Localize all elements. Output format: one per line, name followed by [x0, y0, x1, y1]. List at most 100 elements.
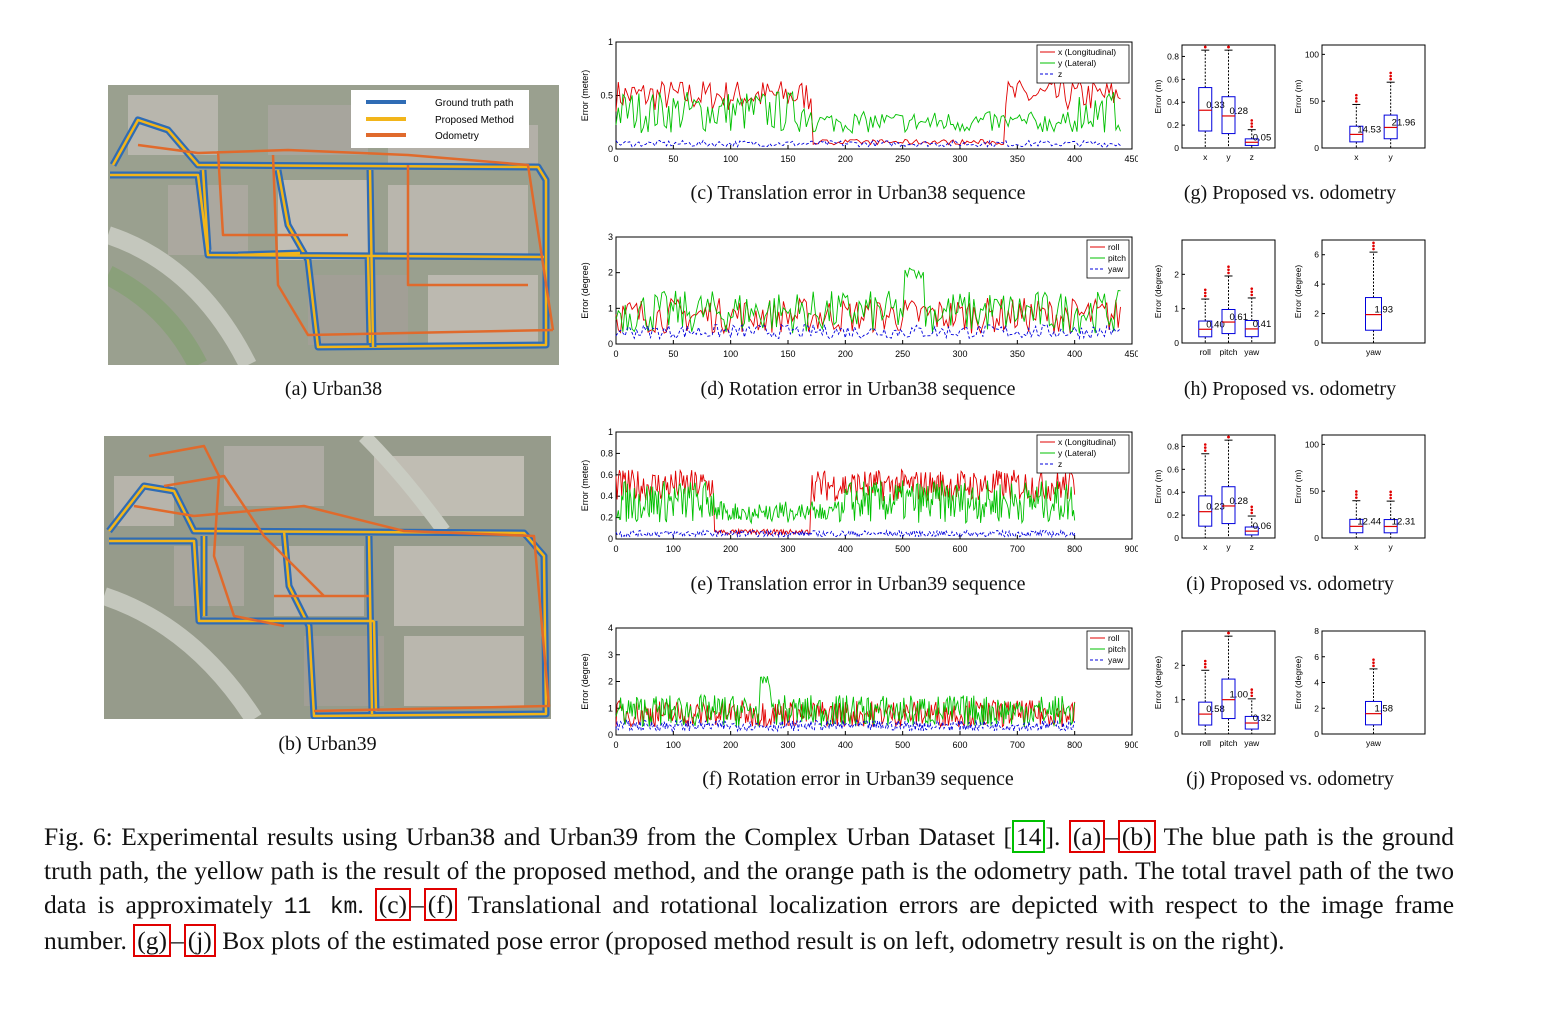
x-tick-label: pitch	[1220, 347, 1238, 357]
legend-label: pitch	[1108, 253, 1126, 263]
citation-link[interactable]: 14	[1011, 820, 1046, 853]
outlier	[1203, 294, 1207, 298]
y-tick-label: 0	[608, 730, 613, 740]
median-label: 1.58	[1375, 704, 1394, 715]
box-pitch	[1221, 678, 1236, 720]
ref-a[interactable]: (a)	[1068, 820, 1106, 853]
median-label: 1.00	[1230, 690, 1249, 701]
legend-label: yaw	[1108, 655, 1124, 665]
caption-e: (e) Translation error in Urban39 sequenc…	[690, 573, 1026, 595]
outlier	[1203, 449, 1207, 452]
outlier	[1372, 241, 1375, 245]
y-tick-label: 0.4	[600, 491, 613, 501]
legend-box	[1086, 239, 1130, 279]
box-frame	[1321, 434, 1426, 539]
y-tick-label: 0	[1174, 729, 1179, 739]
box-plot-h-left: 0 1 2 Error (degree) 0.40 roll 0.61 pitch 0.41 ya…	[1150, 233, 1280, 368]
median-label: 0.33	[1206, 100, 1225, 111]
outlier	[1203, 288, 1207, 292]
y-axis-label: Error (degree)	[580, 262, 590, 319]
x-tick-label: 100	[723, 349, 738, 359]
ref-f[interactable]: (f)	[423, 888, 458, 921]
outlier	[1250, 125, 1254, 128]
ref-c[interactable]: (c)	[374, 888, 412, 921]
median-label: 0.32	[1253, 713, 1272, 724]
outlier	[1203, 659, 1207, 663]
outlier	[1355, 496, 1358, 499]
ref-g[interactable]: (g)	[133, 924, 171, 957]
x-tick-label: 350	[1010, 349, 1025, 359]
series-line-yaw	[615, 718, 1076, 733]
median-label: 0.05	[1253, 132, 1272, 143]
caption-c: (c) Translation error in Urban38 sequenc…	[690, 182, 1026, 204]
y-tick-label: 0	[608, 339, 613, 349]
legend-box	[1086, 630, 1130, 670]
legend-proposed: Proposed Method	[435, 115, 514, 126]
outlier	[1250, 287, 1254, 290]
x-tick-label: 0	[613, 740, 618, 750]
outlier	[1250, 505, 1254, 509]
series-line-roll	[615, 699, 1076, 729]
y-tick-label: 1	[608, 303, 613, 313]
x-tick-label: 100	[723, 154, 738, 164]
x-tick-label: 400	[1067, 154, 1082, 164]
y-tick-label: 50	[1310, 96, 1320, 106]
caption-f: (f) Rotation error in Urban39 sequence	[702, 768, 1014, 790]
box-yaw	[1365, 297, 1382, 331]
y-tick-label: 0	[1174, 143, 1179, 153]
y-tick-label: 0	[1174, 338, 1179, 348]
outlier	[1250, 691, 1254, 694]
outlier	[1355, 93, 1358, 97]
outlier	[1227, 271, 1230, 275]
y-tick-label: 2	[608, 677, 613, 687]
x-tick-label: 450	[1124, 154, 1138, 164]
median-label: 0.28	[1230, 106, 1249, 117]
box-frame	[1321, 44, 1426, 149]
y-tick-label: 3	[608, 233, 613, 242]
box-x	[1198, 495, 1213, 527]
outlier	[1227, 631, 1230, 635]
x-tick-label: yaw	[1366, 347, 1382, 357]
x-tick-label: 400	[1067, 349, 1082, 359]
y-tick-label: 0.6	[1167, 464, 1179, 474]
box-plot-g-right: 0 50 100 Error (m) 14.53 x 21.96 y	[1290, 38, 1430, 173]
caption-b: (b) Urban39	[278, 733, 377, 755]
legend-label: x (Longitudinal)	[1058, 47, 1116, 57]
median-label: 21.96	[1392, 117, 1416, 128]
ref-b[interactable]: (b)	[1117, 820, 1156, 853]
outlier	[1227, 265, 1230, 269]
outlier	[1227, 435, 1230, 439]
ref-j[interactable]: (j)	[183, 924, 216, 957]
outlier	[1372, 661, 1375, 665]
legend-box	[1036, 434, 1130, 474]
y-tick-label: 4	[1314, 279, 1319, 289]
outlier	[1250, 694, 1254, 698]
outlier	[1250, 508, 1254, 512]
outlier	[1372, 247, 1375, 251]
outlier	[1227, 45, 1230, 49]
y-tick-label: 8	[1314, 626, 1319, 636]
x-tick-label: 250	[895, 154, 910, 164]
y-tick-label: 2	[1174, 269, 1179, 279]
series-line-pitch	[615, 267, 1121, 334]
y-tick-label: 0	[1314, 143, 1319, 153]
y-axis-label: Error (meter)	[580, 460, 590, 512]
y-tick-label: 1	[608, 38, 613, 47]
y-tick-label: 0	[1314, 533, 1319, 543]
x-tick-label: y	[1389, 542, 1394, 552]
line-plot-d: 0 1 2 3 0 50 100 150 200 250 300 350 400 450 Error (de…	[578, 232, 1140, 363]
box-plot-j-left: 0 1 2 Error (degree) 0.58 roll 1.00 pitch 0.32 ya…	[1150, 624, 1280, 759]
outlier	[1203, 45, 1207, 49]
box-frame	[1181, 630, 1276, 735]
y-tick-label: 1	[608, 428, 613, 437]
x-tick-label: 800	[1067, 544, 1082, 554]
x-tick-label: 100	[666, 740, 681, 750]
x-tick-label: 200	[838, 349, 853, 359]
outlier	[1389, 77, 1392, 81]
y-tick-label: 0.8	[600, 448, 613, 458]
x-tick-label: 250	[895, 349, 910, 359]
series-line-x	[615, 468, 1076, 537]
outlier	[1227, 268, 1230, 272]
x-tick-label: z	[1250, 152, 1254, 162]
x-tick-label: 200	[838, 154, 853, 164]
